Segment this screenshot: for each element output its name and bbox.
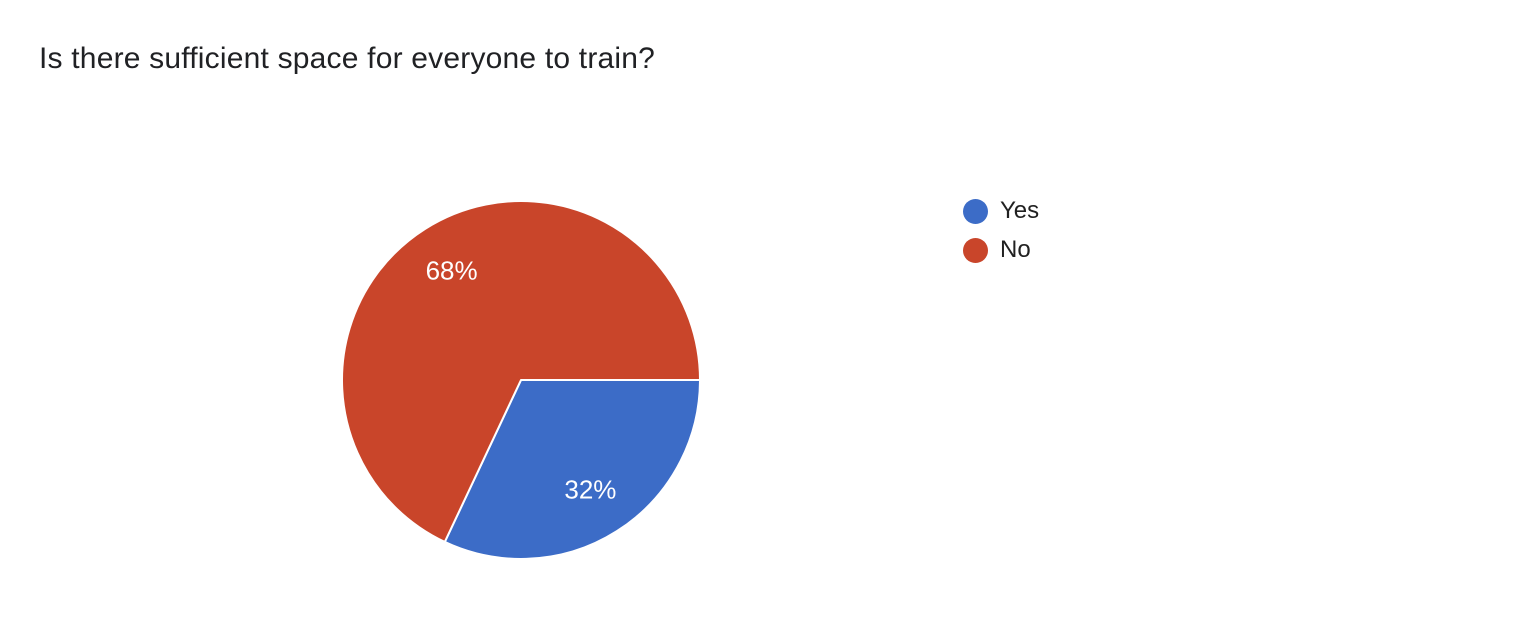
legend-swatch-no [963, 237, 988, 263]
chart-legend: Yes No [963, 197, 1039, 264]
question-title: Is there sufficient space for everyone t… [39, 42, 656, 75]
pie-slice-yes[interactable] [443, 379, 701, 560]
legend-item-no: No [963, 236, 1039, 264]
pie-label-yes: 32% [564, 475, 616, 505]
legend-swatch-yes [963, 198, 988, 224]
pie-label-no: 68% [426, 256, 478, 286]
pie-slice-no[interactable] [341, 200, 701, 543]
pie-chart: 32% 68% [341, 200, 701, 560]
legend-label-no: No [1000, 236, 1031, 263]
legend-item-yes: Yes [963, 197, 1039, 225]
legend-label-yes: Yes [1000, 197, 1040, 224]
